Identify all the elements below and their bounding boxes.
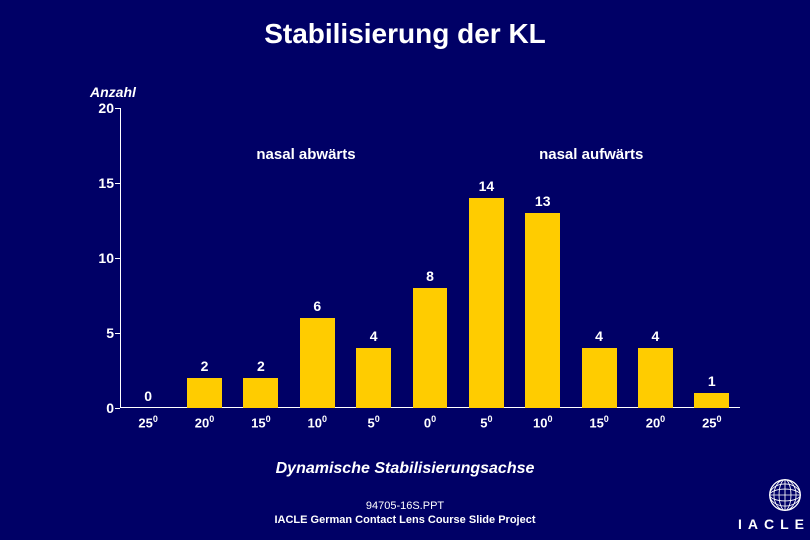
y-axis-label: Anzahl [90,84,136,100]
bar-value-label: 2 [257,358,265,374]
bar: 14 [469,198,504,408]
y-tick-label: 20 [90,100,114,116]
chart: Anzahl 051015200250220021506100450800145… [90,90,740,440]
region-label: nasal aufwärts [539,146,643,163]
bar-value-label: 2 [201,358,209,374]
x-tick-label: 00 [424,414,436,430]
region-label: nasal abwärts [256,146,355,163]
x-tick-label: 100 [533,414,552,430]
x-tick-label: 200 [195,414,214,430]
y-tick-mark [115,108,120,109]
footer-project: IACLE German Contact Lens Course Slide P… [0,514,810,526]
bar-value-label: 1 [708,373,716,389]
y-axis [120,108,121,408]
footer-ref: 94705-16S.PPT [0,500,810,512]
bar-value-label: 4 [595,328,603,344]
x-tick-label: 50 [480,414,492,430]
y-tick-label: 5 [90,325,114,341]
bar: 8 [413,288,448,408]
bar: 4 [582,348,617,408]
bar-value-label: 14 [479,178,495,194]
bar: 4 [356,348,391,408]
bar: 4 [638,348,673,408]
bar-value-label: 6 [313,298,321,314]
x-tick-label: 250 [702,414,721,430]
bar-value-label: 4 [652,328,660,344]
plot-area: 0510152002502200215061004508001450131004… [120,108,740,408]
y-tick-label: 15 [90,175,114,191]
y-tick-mark [115,183,120,184]
x-tick-label: 100 [308,414,327,430]
bar: 13 [525,213,560,408]
x-tick-label: 50 [368,414,380,430]
bar: 2 [187,378,222,408]
x-tick-label: 250 [138,414,157,430]
x-tick-label: 150 [589,414,608,430]
x-axis-label: Dynamische Stabilisierungsachse [0,460,810,478]
y-tick-label: 0 [90,400,114,416]
slide-title: Stabilisierung der KL [0,0,810,50]
x-tick-label: 200 [646,414,665,430]
bar-value-label: 4 [370,328,378,344]
bar-value-label: 13 [535,193,551,209]
bar: 6 [300,318,335,408]
brand-label: IACLE [738,516,810,532]
y-tick-mark [115,408,120,409]
y-tick-mark [115,258,120,259]
y-tick-mark [115,333,120,334]
x-tick-label: 150 [251,414,270,430]
bar: 1 [694,393,729,408]
y-tick-label: 10 [90,250,114,266]
bar: 2 [243,378,278,408]
bar-value-label: 8 [426,268,434,284]
bar-value-label: 0 [144,388,152,404]
globe-icon [768,478,802,512]
